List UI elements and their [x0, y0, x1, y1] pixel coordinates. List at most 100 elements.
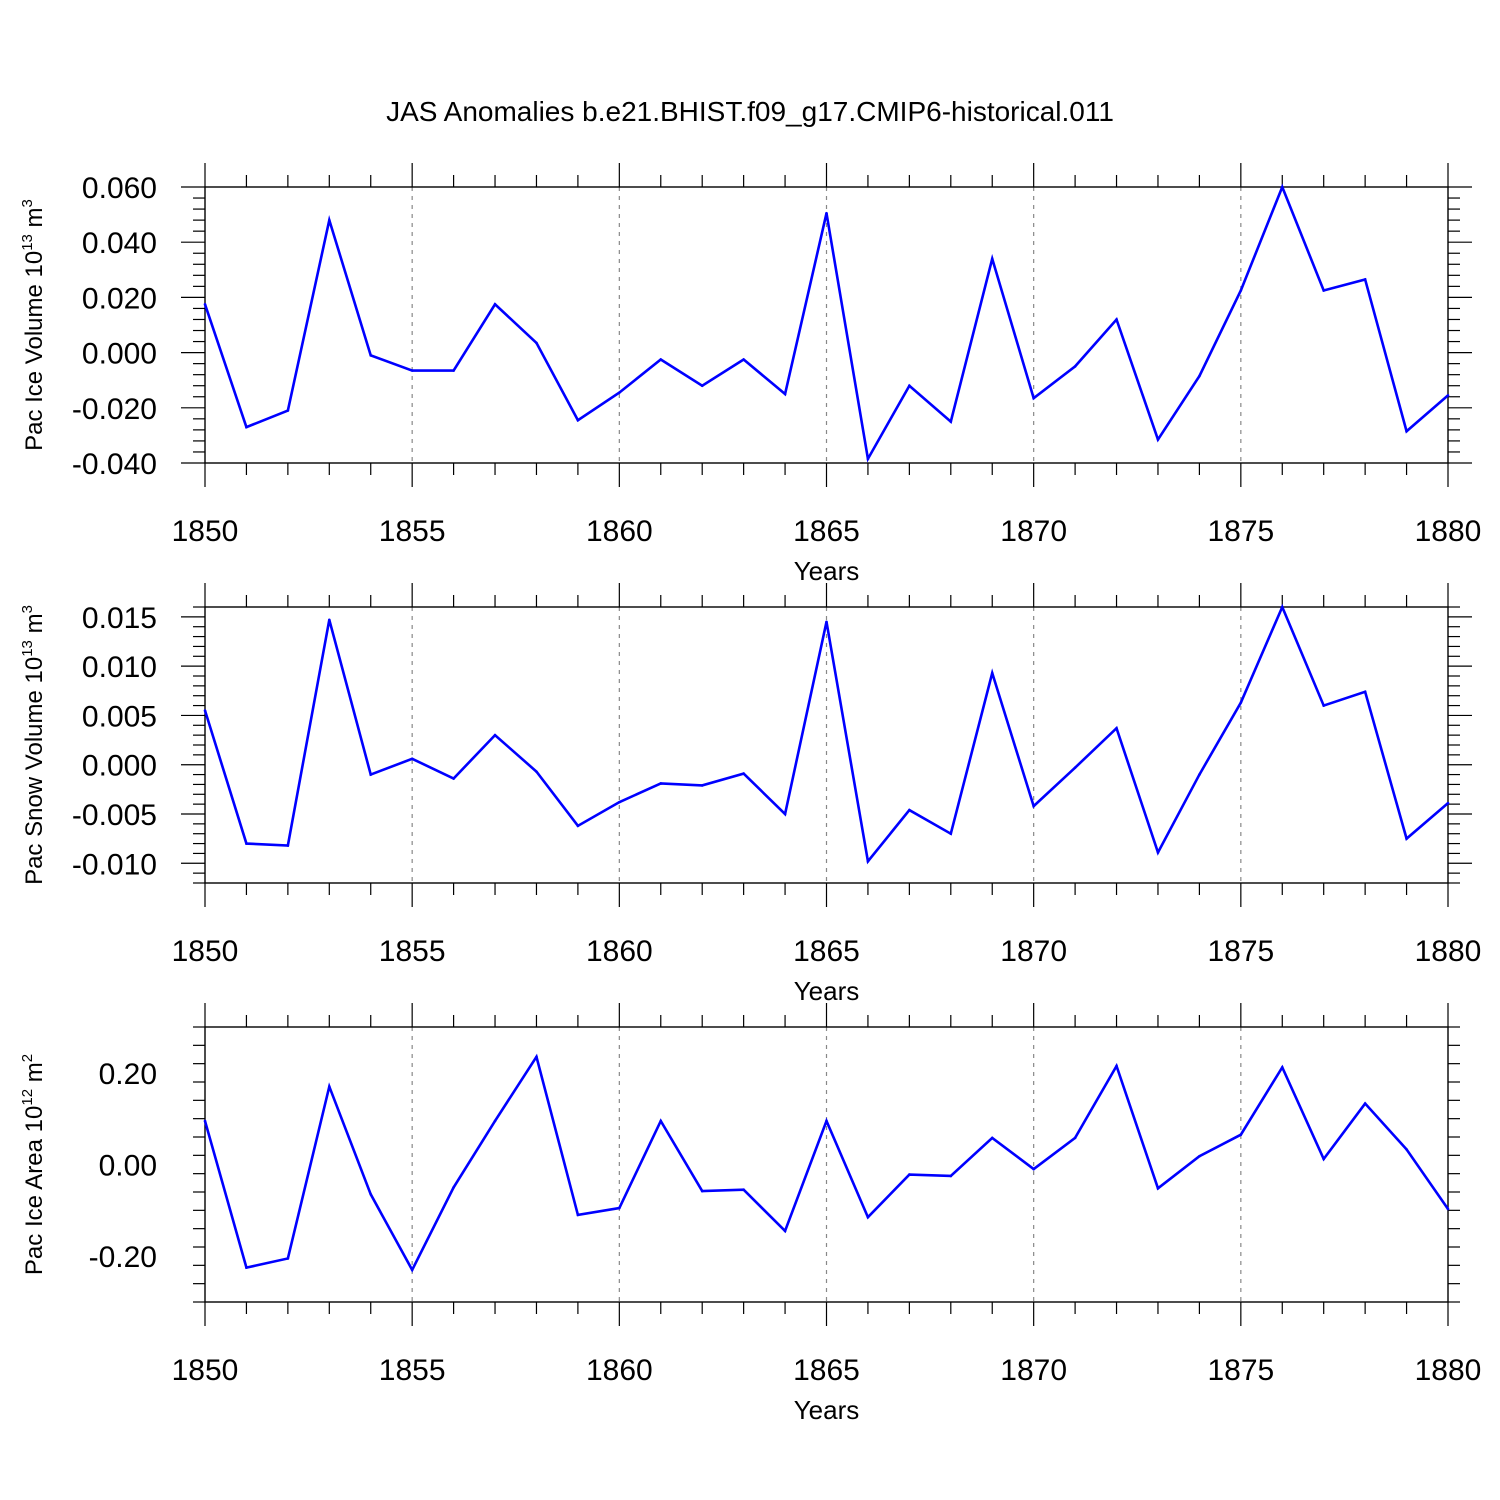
data-point-1868	[949, 832, 953, 836]
data-point-1879	[1405, 1148, 1408, 1151]
data-point-1863	[742, 772, 745, 775]
data-point-1876	[1280, 1066, 1284, 1069]
x-tick-label: 1875	[1207, 515, 1274, 548]
data-point-1865	[825, 211, 828, 215]
x-tick-label: 1880	[1415, 515, 1482, 548]
data-point-1856	[452, 369, 455, 372]
y-tick-label: 0.010	[82, 651, 157, 684]
data-point-1880	[1446, 801, 1450, 805]
y-tick-label: 0.005	[82, 700, 157, 733]
data-point-1861	[659, 1119, 663, 1123]
data-point-1855	[410, 1268, 414, 1272]
y-tick-label: -0.005	[72, 799, 157, 832]
data-point-1869	[990, 257, 994, 261]
data-point-1871	[1073, 365, 1077, 368]
data-point-1873	[1156, 851, 1160, 854]
x-tick-label: 1850	[172, 935, 239, 968]
y-axis-label: Pac Snow Volume 1013 m3	[19, 605, 48, 885]
data-point-1874	[1198, 1154, 1201, 1158]
figure-title: JAS Anomalies b.e21.BHIST.f09_g17.CMIP6-…	[386, 96, 1114, 127]
data-point-1875	[1239, 289, 1243, 292]
y-tick-label: -0.20	[89, 1241, 157, 1274]
data-point-1860	[618, 1206, 621, 1210]
data-point-1864	[783, 812, 787, 816]
data-point-1859	[576, 1213, 580, 1217]
data-point-1880	[1446, 1207, 1450, 1211]
data-point-1876	[1280, 185, 1284, 189]
data-point-1878	[1363, 690, 1367, 694]
data-point-1876	[1280, 605, 1284, 609]
data-point-1871	[1073, 766, 1077, 769]
data-point-1880	[1446, 394, 1450, 397]
data-point-1871	[1073, 1136, 1077, 1140]
y-tick-label: -0.020	[72, 393, 157, 426]
data-point-1861	[659, 358, 663, 361]
x-tick-label: 1865	[793, 935, 860, 968]
x-axis-label: Years	[794, 976, 860, 1006]
data-point-1858	[535, 1055, 538, 1059]
data-point-1870	[1032, 396, 1035, 400]
data-point-1864	[783, 392, 787, 396]
y-tick-label: 0.000	[82, 338, 157, 371]
data-point-1862	[700, 1189, 704, 1193]
data-point-1854	[369, 1192, 373, 1196]
y-axis-label: Pac Ice Volume 1013 m3	[19, 199, 48, 451]
data-point-1856	[452, 1186, 455, 1189]
x-tick-label: 1855	[379, 935, 446, 968]
data-point-1874	[1198, 374, 1201, 378]
data-point-1860	[618, 391, 621, 394]
data-point-1857	[493, 303, 497, 306]
data-point-1852	[286, 844, 290, 847]
data-point-1868	[949, 420, 953, 423]
x-tick-label: 1855	[379, 515, 446, 548]
data-point-1858	[535, 341, 538, 345]
data-point-1878	[1363, 278, 1367, 281]
x-axis-label: Years	[794, 556, 860, 586]
x-tick-label: 1860	[586, 1354, 653, 1387]
data-point-1859	[576, 824, 580, 828]
data-point-1872	[1115, 1064, 1118, 1068]
x-tick-label: 1870	[1000, 515, 1067, 548]
x-tick-label: 1870	[1000, 1354, 1067, 1387]
data-point-1863	[742, 358, 745, 361]
y-axis-label: Pac Ice Area 1012 m2	[19, 1054, 48, 1275]
data-point-1851	[245, 425, 248, 429]
data-point-1850	[203, 709, 207, 712]
data-point-1850	[203, 303, 207, 306]
x-tick-label: 1865	[793, 515, 860, 548]
data-point-1875	[1239, 1133, 1243, 1137]
data-point-1867	[908, 1173, 911, 1176]
data-point-1858	[535, 770, 538, 773]
data-point-1851	[245, 842, 248, 845]
data-point-1877	[1322, 289, 1325, 292]
data-point-1863	[742, 1188, 745, 1192]
data-point-1862	[700, 784, 704, 787]
data-point-1855	[410, 757, 414, 761]
x-tick-label: 1875	[1207, 1354, 1274, 1387]
data-point-1857	[493, 733, 497, 737]
data-point-1851	[245, 1266, 248, 1269]
data-point-1867	[908, 384, 911, 388]
data-point-1870	[1032, 804, 1035, 808]
data-point-1879	[1405, 837, 1408, 840]
data-point-1878	[1363, 1102, 1367, 1105]
data-point-1870	[1032, 1167, 1035, 1171]
data-point-1866	[866, 457, 870, 461]
data-point-1877	[1322, 1157, 1325, 1161]
data-point-1860	[618, 800, 621, 804]
x-tick-label: 1875	[1207, 935, 1274, 968]
data-point-1877	[1322, 704, 1325, 707]
y-tick-label: 0.20	[99, 1058, 157, 1091]
data-point-1862	[700, 384, 704, 388]
data-point-1855	[410, 369, 414, 372]
data-point-1872	[1115, 726, 1118, 730]
data-point-1861	[659, 782, 663, 785]
data-point-1853	[328, 618, 331, 622]
data-point-1852	[286, 1257, 290, 1260]
data-point-1873	[1156, 1187, 1160, 1190]
data-point-1854	[369, 773, 373, 776]
data-point-1853	[328, 1085, 331, 1088]
